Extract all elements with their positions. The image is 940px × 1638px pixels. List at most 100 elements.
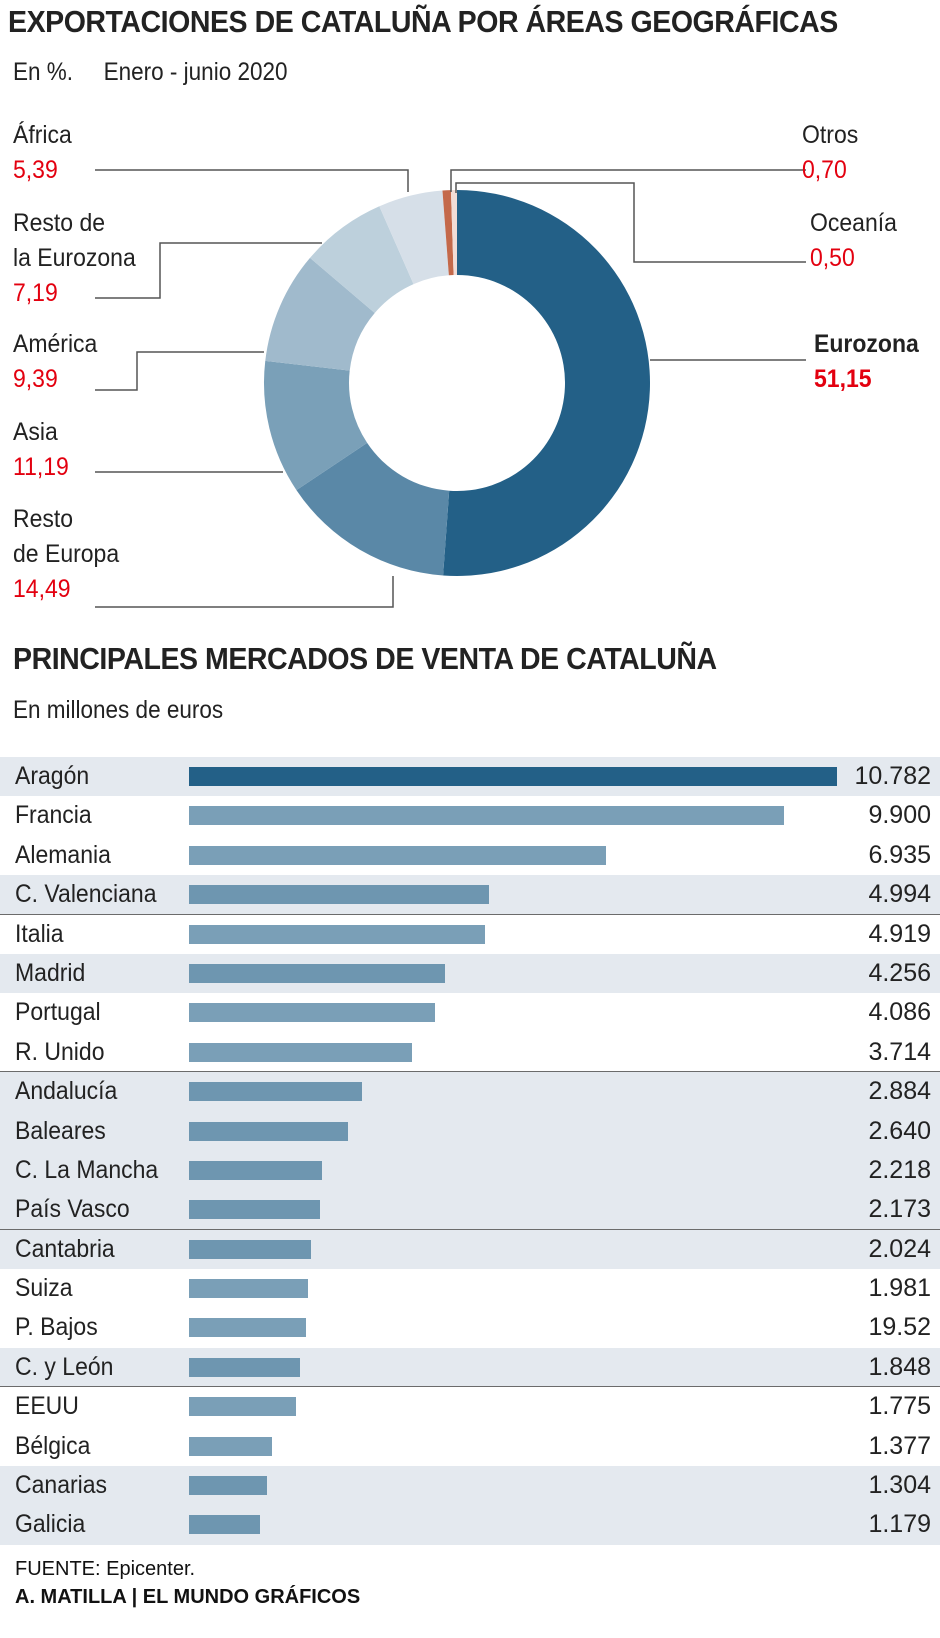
bar-row: C. Valenciana 4.994 (0, 875, 940, 915)
bar (189, 1436, 272, 1456)
label-name: Otros (802, 121, 859, 149)
source-note: FUENTE: Epicenter. (15, 1558, 196, 1580)
bar (189, 1003, 435, 1023)
bar-value-label: 3.714 (868, 1037, 931, 1066)
bar (189, 1042, 413, 1062)
bar (189, 1082, 363, 1102)
bar-label: Francia (15, 801, 92, 830)
donut-chart-title: EXPORTACIONES DE CATALUÑA POR ÁREAS GEOG… (8, 4, 838, 39)
credit-line: A. MATILLA | EL MUNDO GRÁFICOS (15, 1586, 361, 1608)
bar-value-label: 1.981 (868, 1274, 931, 1303)
bar-label: Bélgica (15, 1431, 91, 1460)
bar (189, 1357, 301, 1377)
label-asia: Asia 11,19 (13, 415, 69, 485)
bar (189, 885, 490, 905)
bar (189, 1160, 323, 1180)
donut-slice-eurozona (443, 190, 650, 576)
bar-row: Baleares 2.640 (0, 1111, 940, 1151)
bar-value-label: 4.086 (868, 998, 931, 1027)
bar (189, 924, 485, 944)
bar-value-label: 4.256 (868, 958, 931, 987)
label-name: Resto de (13, 209, 106, 237)
bar-label: Andalucía (15, 1077, 118, 1106)
bar-label: R. Unido (15, 1037, 105, 1066)
donut-slice-oceania (450, 190, 457, 276)
bar-value-label: 2.640 (868, 1116, 931, 1145)
leader-line-america (95, 351, 264, 391)
label-name: Oceanía (810, 209, 897, 237)
bar-value-label: 1.775 (868, 1392, 931, 1421)
bar-label: País Vasco (15, 1195, 130, 1224)
bar-label: Cantabria (15, 1234, 115, 1263)
bar (189, 845, 606, 865)
leader-line-resto-europa (95, 576, 394, 608)
label-value: 11,19 (13, 453, 69, 481)
bar-value-label: 6.935 (868, 840, 931, 869)
leader-line-resto-eurozona (95, 242, 322, 299)
bar-row: Galicia 1.179 (0, 1505, 940, 1545)
bar-value-label: 9.900 (868, 801, 931, 830)
bar-label: Aragón (15, 762, 90, 790)
bar-value-label: 1.179 (868, 1510, 931, 1539)
label-eurozona: Eurozona 51,15 (814, 327, 919, 397)
leader-line-otros (450, 169, 806, 192)
bar (189, 1476, 268, 1496)
bar-label: Madrid (15, 958, 86, 987)
label-otros: Otros 0,70 (802, 118, 858, 188)
label-name: de Europa (13, 540, 120, 568)
bar-row: P. Bajos 19.52 (0, 1308, 940, 1347)
bar (189, 1318, 307, 1338)
label-name: África (13, 121, 72, 149)
bar (189, 767, 837, 786)
leader-line-africa (95, 169, 409, 192)
bar-chart-subtitle: En millones de euros (13, 696, 224, 724)
bar-label: EEUU (15, 1392, 79, 1421)
label-value: 5,39 (13, 156, 58, 184)
bar (189, 1279, 309, 1299)
bar-value-label: 19.52 (868, 1313, 931, 1342)
bar-row: Andalucía 2.884 (0, 1072, 940, 1112)
bar-row: Italia 4.919 (0, 915, 940, 954)
label-name: América (13, 330, 98, 358)
label-resto-eurozona: Resto de la Eurozona 7,19 (13, 206, 136, 311)
bar-chart: Aragón 10.782 Francia 9.900 Alemania 6.935 C. … (0, 757, 940, 1545)
bar-row: Madrid 4.256 (0, 953, 940, 994)
donut-slices (264, 190, 650, 576)
leader-line-oceania (455, 182, 806, 263)
label-value: 9,39 (13, 365, 58, 393)
donut-unit: En %. (13, 58, 74, 86)
label-name: Eurozona (814, 330, 919, 358)
bar-row: Canarias 1.304 (0, 1466, 940, 1506)
bar-row: C. La Mancha 2.218 (0, 1150, 940, 1191)
bar (189, 1200, 320, 1220)
bar-chart-title: PRINCIPALES MERCADOS DE VENTA DE CATALUÑ… (13, 641, 717, 676)
label-name: la Eurozona (13, 244, 136, 272)
bar-label: C. y León (15, 1352, 114, 1381)
donut-slice-asia (264, 360, 368, 491)
bar-label: Portugal (15, 998, 101, 1027)
label-value: 0,50 (810, 244, 855, 272)
bar-row: Portugal 4.086 (0, 993, 940, 1032)
bar (189, 963, 445, 983)
bar (189, 1397, 296, 1417)
donut-slice-resto-de-europa (296, 442, 450, 576)
label-value: 0,70 (802, 156, 847, 184)
label-america: América 9,39 (13, 327, 97, 397)
bar-row: Aragón 10.782 (0, 757, 940, 797)
donut-chart-subtitle: En %. Enero - junio 2020 (13, 58, 288, 87)
bar-label: Suiza (15, 1274, 73, 1303)
label-africa: África 5,39 (13, 118, 72, 188)
label-oceania: Oceanía 0,50 (810, 206, 897, 276)
bar (189, 1121, 348, 1141)
label-value: 14,49 (13, 575, 71, 603)
bar-label: P. Bajos (15, 1313, 98, 1342)
bar-value-label: 2.218 (868, 1155, 931, 1184)
bar-row: Bélgica 1.377 (0, 1427, 940, 1466)
label-value: 7,19 (13, 279, 58, 307)
bar-value-label: 10.782 (854, 762, 931, 790)
bar-value-label: 2.024 (868, 1234, 931, 1263)
bar-label: Galicia (15, 1510, 86, 1539)
label-resto-europa: Resto de Europa 14,49 (13, 502, 119, 607)
donut-period: Enero - junio 2020 (103, 58, 288, 86)
bar-row: Suiza 1.981 (0, 1269, 940, 1308)
